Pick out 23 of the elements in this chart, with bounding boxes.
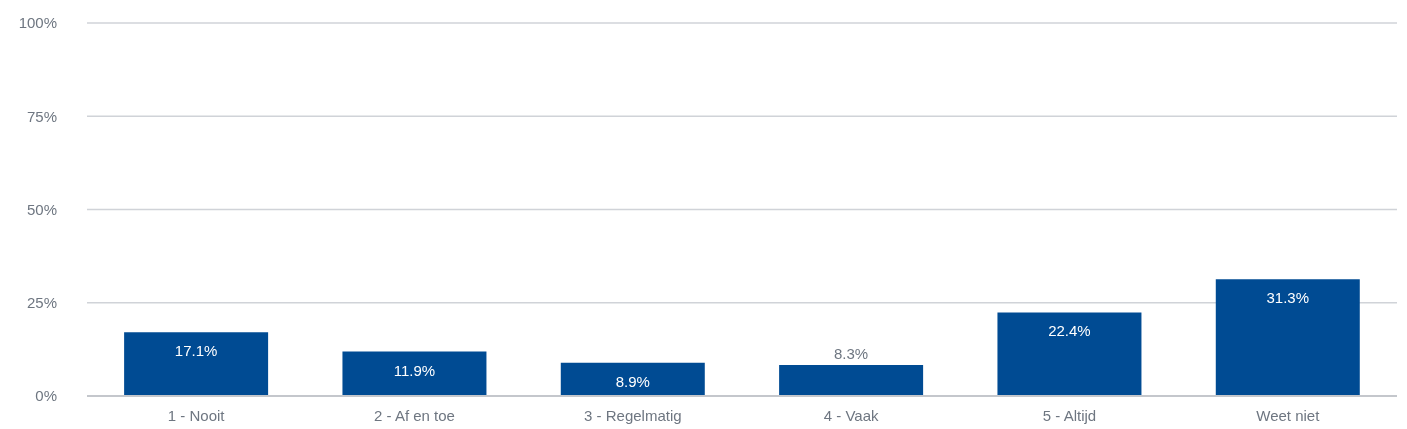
data-label: 11.9% [393,361,436,379]
data-label: 17.1% [174,342,218,360]
y-tick-label: 75% [26,107,57,125]
x-tick-label: 3 - Regelmatig [584,406,682,424]
y-tick-label: 25% [26,294,57,312]
x-tick-label: 5 - Altijd [1042,406,1097,424]
data-label: 8.9% [615,372,650,390]
bar [1215,279,1360,396]
data-label: 31.3% [1266,289,1310,307]
bar [997,312,1142,396]
bar [779,365,924,396]
x-tick-label: 2 - Af en toe [374,406,455,424]
bar [560,362,705,396]
x-tick-label: 4 - Vaak [823,406,880,424]
y-tick-label: 50% [26,200,57,218]
y-tick-label: 0% [35,387,57,405]
data-label: 22.4% [1048,322,1091,340]
y-tick-label: 100% [18,14,57,32]
x-tick-label: 1 - Nooit [167,406,226,424]
bar [124,332,269,396]
data-label: 8.3% [834,345,869,363]
x-tick-label: Weet niet [1256,406,1321,424]
bar [342,351,487,396]
